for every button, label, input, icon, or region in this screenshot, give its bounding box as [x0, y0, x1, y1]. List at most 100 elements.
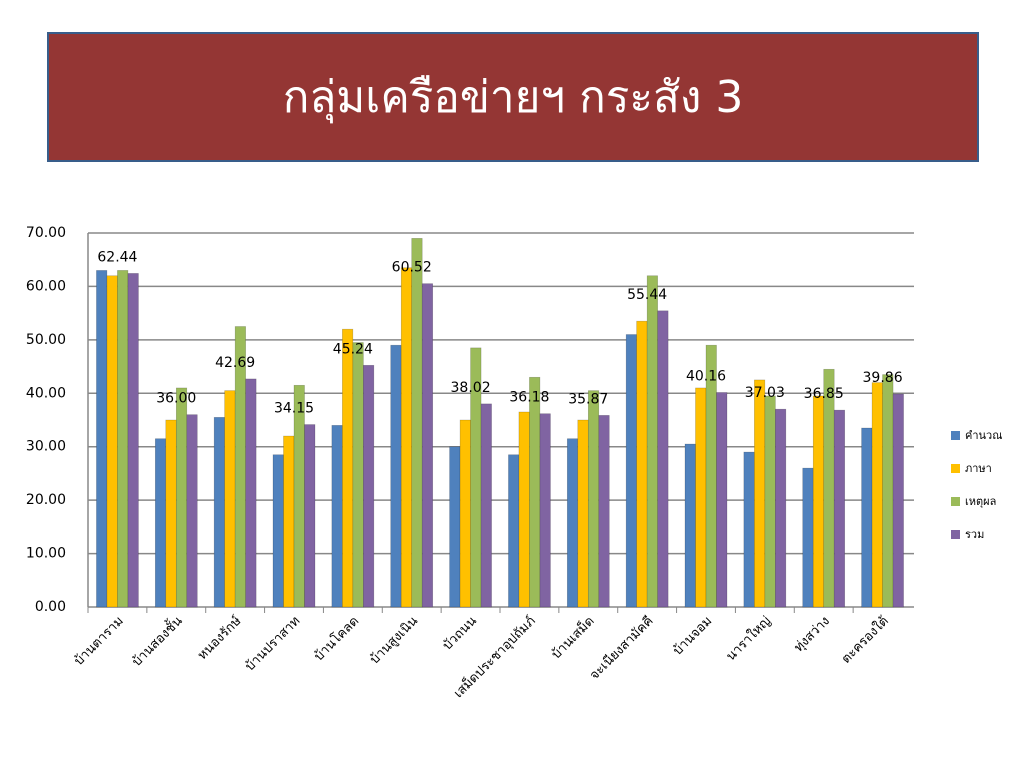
bar [508, 454, 520, 608]
y-tick-label: 70.00 [26, 225, 66, 241]
bar [775, 408, 787, 608]
data-label: 34.15 [274, 401, 314, 417]
bar [684, 443, 696, 608]
bar [716, 392, 728, 608]
bar [480, 403, 492, 608]
data-label: 60.52 [392, 260, 432, 276]
bar [705, 344, 717, 608]
bar [106, 275, 118, 608]
bar [833, 409, 846, 608]
x-tick-label: หนองรักษ์ [194, 613, 245, 664]
bar [400, 267, 413, 608]
x-tick-label: บัวถนน [440, 614, 480, 654]
title-banner: กลุ่มเครือข่ายฯ กระสัง 3 [47, 32, 979, 162]
bar [245, 378, 257, 608]
data-label: 35.87 [568, 391, 608, 407]
x-tick-label: ตะครองใต้ [838, 613, 892, 667]
bar [754, 379, 766, 608]
x-tick-label: นาราใหญ่ [723, 613, 774, 664]
bar [871, 382, 883, 608]
legend-label: ภาษา [965, 462, 992, 475]
data-label: 37.03 [745, 385, 785, 401]
data-label: 45.24 [333, 341, 373, 357]
bar [764, 395, 776, 608]
bar [449, 446, 461, 608]
bar [272, 454, 284, 608]
bar [421, 283, 434, 608]
x-tick-label: จะเนียงสามัคคี [586, 613, 656, 683]
chart-title: กลุ่มเครือข่ายฯ กระสัง 3 [282, 72, 744, 123]
bar [743, 451, 755, 608]
y-tick-label: 20.00 [26, 492, 66, 508]
legend-swatch [951, 497, 960, 506]
bar [636, 320, 648, 608]
bar [812, 395, 825, 608]
bar [342, 328, 354, 608]
data-label: 36.00 [156, 391, 196, 407]
bar [625, 334, 637, 608]
bar [566, 438, 579, 608]
bar [186, 414, 198, 608]
data-label: 38.02 [451, 380, 491, 396]
legend-label: คำนวณ [965, 429, 1002, 442]
data-label: 42.69 [215, 355, 255, 371]
data-label: 36.85 [804, 386, 844, 402]
bar [213, 417, 225, 608]
bar [352, 342, 364, 608]
data-label: 39.86 [863, 370, 903, 386]
bar [823, 368, 835, 608]
bar [539, 413, 551, 608]
bar [127, 273, 139, 608]
bar [587, 390, 600, 608]
bar [861, 427, 873, 608]
data-label: 62.44 [97, 249, 137, 265]
y-tick-label: 50.00 [26, 332, 66, 348]
bar [459, 419, 471, 608]
y-tick-label: 30.00 [26, 439, 66, 455]
bar [390, 344, 402, 608]
bar [165, 419, 177, 608]
data-label: 36.18 [509, 390, 549, 406]
x-tick-label: บ้านโคลด [311, 613, 362, 664]
y-tick-label: 60.00 [26, 278, 66, 294]
x-tick-label: บ้านจอม [670, 614, 715, 659]
bar [224, 390, 236, 608]
legend-swatch [951, 431, 960, 440]
bar [518, 411, 530, 608]
x-tick-label: ทุ่งสว่าง [791, 614, 833, 656]
data-label: 40.16 [686, 368, 726, 384]
legend-swatch [951, 530, 960, 539]
bar [175, 387, 188, 608]
bar [646, 275, 658, 608]
bar [598, 415, 610, 608]
x-tick-label: บ้านสูงเนิน [367, 614, 421, 668]
bar [577, 419, 589, 608]
bar [802, 467, 814, 608]
y-tick-label: 10.00 [26, 546, 66, 562]
legend-label: เหตุผล [965, 495, 996, 508]
x-tick-label: บ้านเสม็ด [547, 612, 598, 663]
bar [529, 376, 541, 608]
bar [283, 435, 295, 608]
x-tick-label: บ้านตาราม [72, 614, 127, 669]
legend-swatch [951, 464, 960, 473]
y-tick-label: 40.00 [26, 385, 66, 401]
bar [117, 270, 129, 608]
bar [304, 424, 316, 608]
y-tick-label: 0.00 [35, 599, 66, 615]
bar [411, 238, 423, 608]
bar [293, 384, 305, 608]
bar [695, 387, 707, 608]
bar [892, 393, 904, 608]
bar [882, 374, 894, 608]
bar [154, 438, 167, 608]
data-label: 55.44 [627, 287, 667, 303]
bar [331, 425, 343, 608]
bar [363, 364, 375, 608]
x-tick-label: บ้านสองชั้น [127, 612, 185, 670]
bar [96, 270, 108, 608]
x-tick-label: บ้านปราสาท [243, 614, 304, 675]
legend-label: รวม [965, 528, 984, 541]
